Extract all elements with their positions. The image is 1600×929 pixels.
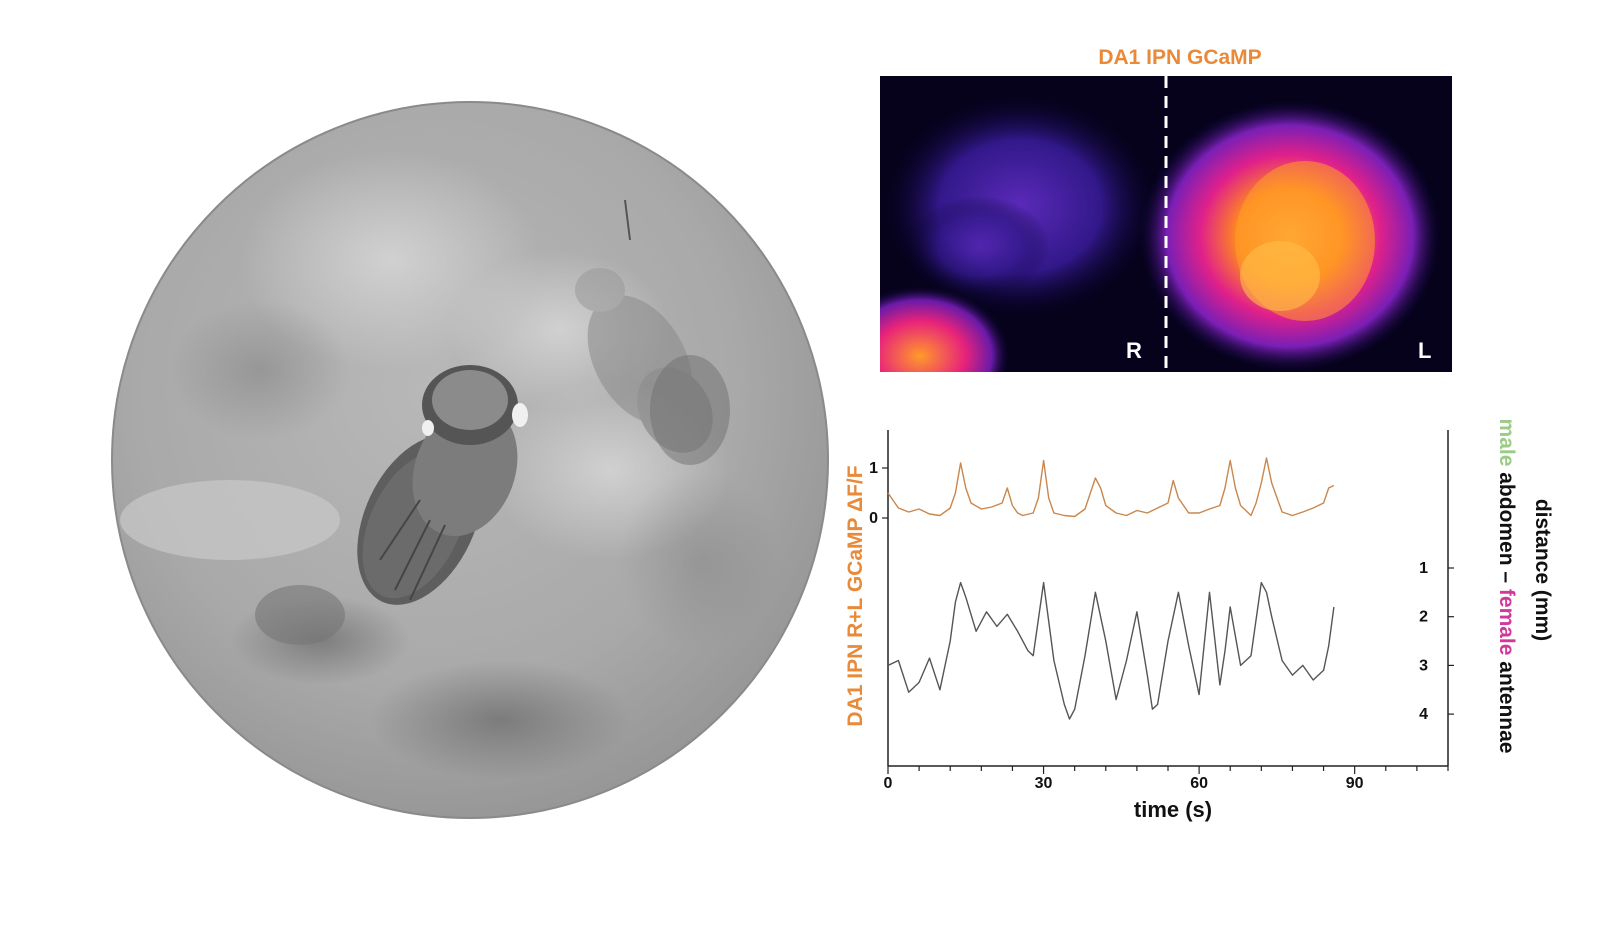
x-tick-label: 30 bbox=[1035, 775, 1053, 792]
right-axis-label-line2: male abdomen – female antennae bbox=[1495, 420, 1518, 753]
left-tick-label: 0 bbox=[869, 510, 878, 527]
gcamp-trace-line bbox=[887, 457, 1335, 518]
x-axis-label: time (s) bbox=[1134, 797, 1212, 822]
arena-video-frame bbox=[111, 101, 829, 819]
right-tick-label: 2 bbox=[1419, 609, 1428, 626]
x-tick-label: 60 bbox=[1190, 775, 1208, 792]
series-lines bbox=[887, 457, 1335, 720]
x-tick-label: 0 bbox=[884, 775, 893, 792]
gcamp-heatmap: R L bbox=[880, 76, 1452, 372]
left-hemisphere-label: L bbox=[1418, 338, 1431, 363]
abdomen-label: abdomen – bbox=[1495, 466, 1518, 589]
left-tick-label: 1 bbox=[869, 460, 878, 477]
imaging-title: DA1 IPN GCaMP bbox=[1098, 46, 1262, 69]
calcium-imaging-panel: DA1 IPN GCaMP bbox=[880, 40, 1480, 380]
antennae-label: antennae bbox=[1495, 655, 1518, 753]
right-tick-label: 1 bbox=[1419, 560, 1428, 577]
x-tick-label: 90 bbox=[1346, 775, 1364, 792]
distance-trace-line bbox=[887, 581, 1335, 720]
trace-chart: DA1 IPN R+L GCaMP ΔF/F distance (mm) mal… bbox=[830, 419, 1600, 860]
male-fly bbox=[357, 365, 528, 605]
right-axis-label-line1: distance (mm) bbox=[1531, 499, 1554, 641]
female-label: female bbox=[1495, 589, 1518, 656]
left-axis-label: DA1 IPN R+L GCaMP ΔF/F bbox=[844, 465, 867, 726]
male-label: male bbox=[1495, 420, 1518, 466]
axes: 0 30 60 90 0 1 1 2 3 4 bbox=[869, 430, 1454, 792]
right-tick-label: 3 bbox=[1419, 657, 1428, 674]
right-tick-label: 4 bbox=[1419, 706, 1428, 723]
right-hemisphere-label: R bbox=[1126, 338, 1142, 363]
